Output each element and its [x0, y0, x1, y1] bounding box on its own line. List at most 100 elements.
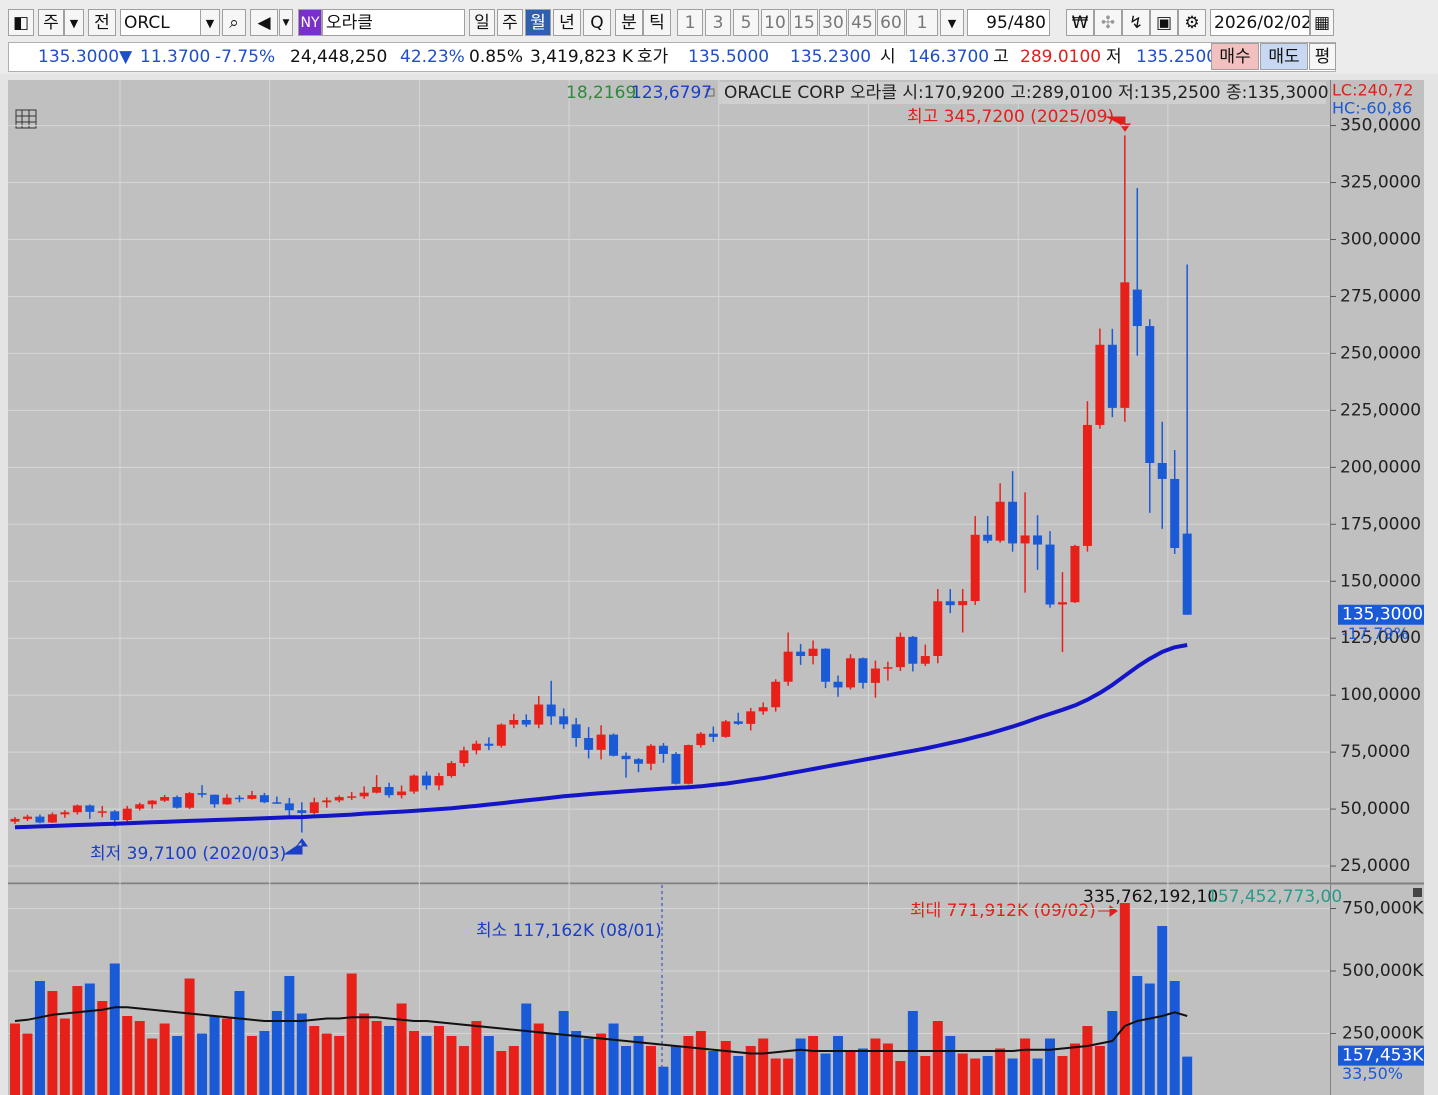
- layout-icon[interactable]: ◧: [8, 9, 34, 36]
- candle-body: [858, 658, 868, 683]
- high-arrow: [1106, 116, 1131, 132]
- name-input[interactable]: 오라클: [322, 9, 465, 36]
- date-input[interactable]: 2026/02/02: [1210, 9, 1310, 36]
- y-tick-label: 325,0000: [1340, 173, 1421, 193]
- prev-button[interactable]: 전: [88, 9, 116, 36]
- candle-body: [758, 707, 768, 712]
- volume-bar: [745, 1046, 756, 1095]
- interval-button[interactable]: 15: [790, 9, 818, 36]
- volume-bar: [770, 1058, 781, 1095]
- period-button[interactable]: 월: [525, 9, 551, 36]
- candle-body: [110, 811, 120, 821]
- volume-header: 157,452,773,00: [1207, 887, 1342, 907]
- candle-body: [845, 658, 855, 688]
- candle-body: [60, 812, 70, 815]
- volume-bar: [571, 1031, 582, 1095]
- candle-body: [696, 733, 706, 746]
- sound-button[interactable]: ◀: [250, 9, 278, 36]
- candle-body: [658, 745, 668, 754]
- period-button[interactable]: 일: [469, 9, 495, 36]
- y2-tick-label: 750,000K: [1342, 899, 1424, 919]
- interval-button[interactable]: 30: [819, 9, 847, 36]
- dropdown[interactable]: ▼: [64, 9, 84, 36]
- min-annotation: 최소 117,162K (08/01): [476, 921, 662, 941]
- volume-bar: [159, 1023, 170, 1095]
- interval-button[interactable]: 10: [761, 9, 789, 36]
- volume-bar: [907, 1011, 918, 1095]
- change: 11.3700: [140, 47, 211, 67]
- grid-icon-lines: [16, 110, 36, 128]
- settings-button[interactable]: ⚙: [1178, 9, 1206, 36]
- last-price-rate: -17,79%: [1342, 624, 1409, 643]
- candle-body: [72, 805, 82, 813]
- y-tick-label: 250,0000: [1340, 343, 1421, 363]
- interval-button[interactable]: 1: [906, 9, 938, 36]
- dropdown[interactable]: ▼: [940, 9, 964, 36]
- volume-bar: [957, 1053, 968, 1095]
- currency-button[interactable]: ₩: [1066, 9, 1094, 36]
- volume-moving-average: [14, 1006, 1188, 1055]
- calendar-button[interactable]: ▦: [1310, 9, 1334, 36]
- period-button[interactable]: 년: [553, 9, 581, 36]
- candle-body: [434, 776, 444, 786]
- symbol-input[interactable]: ORCL: [120, 9, 202, 36]
- volume-bar: [882, 1043, 893, 1095]
- candle-body: [197, 793, 207, 795]
- interval-button[interactable]: 1: [677, 9, 703, 36]
- volume-bar: [1144, 983, 1155, 1095]
- y-tick-label: 350,0000: [1340, 116, 1421, 136]
- interval-button[interactable]: 5: [733, 9, 759, 36]
- volume-bar: [708, 1051, 719, 1095]
- interval-button[interactable]: 3: [705, 9, 731, 36]
- period-button[interactable]: 틱: [643, 9, 671, 36]
- tool-button[interactable]: ↯: [1122, 9, 1150, 36]
- volume-bar: [1119, 903, 1130, 1095]
- interval-button[interactable]: 60: [877, 9, 905, 36]
- volume-bar: [346, 973, 357, 1095]
- candle-body: [920, 655, 930, 664]
- volume-bar: [321, 1033, 332, 1095]
- count-input[interactable]: 95/480: [967, 9, 1050, 36]
- interval-button[interactable]: 45: [848, 9, 876, 36]
- save-button[interactable]: ▣: [1150, 9, 1178, 36]
- period-button[interactable]: Q: [583, 9, 611, 36]
- panel-button[interactable]: [1413, 888, 1422, 897]
- turnover: 0.85%: [469, 47, 524, 67]
- buy-button[interactable]: 매수: [1211, 43, 1259, 70]
- high: 289.0100: [1020, 47, 1102, 67]
- candle-body: [771, 681, 781, 708]
- volume-bar: [334, 1036, 345, 1095]
- volume-bar: [1132, 976, 1143, 1095]
- volume-bar: [409, 1031, 420, 1095]
- tool-button[interactable]: ✣: [1094, 9, 1122, 36]
- last-volume-rate: 33,50%: [1342, 1064, 1403, 1083]
- candle-body: [983, 534, 993, 541]
- volume-bar: [645, 1046, 656, 1095]
- dropdown[interactable]: ▼: [200, 9, 220, 36]
- grid-icon[interactable]: [15, 109, 37, 129]
- sell-button[interactable]: 매도: [1260, 43, 1308, 70]
- market-select[interactable]: 주: [38, 9, 64, 36]
- candle-body: [808, 648, 818, 656]
- search-button[interactable]: ⌕: [222, 9, 246, 36]
- volume-bar: [72, 986, 83, 1095]
- candle-body: [534, 704, 544, 725]
- volume-bar: [783, 1058, 794, 1095]
- volume-bar: [845, 1051, 856, 1095]
- moving-average: [14, 643, 1188, 830]
- volume-bar: [1069, 1043, 1080, 1095]
- period-button[interactable]: 분: [615, 9, 643, 36]
- volume-bar: [22, 1033, 33, 1095]
- avg-button[interactable]: 평: [1309, 43, 1336, 70]
- candle-body: [1120, 282, 1130, 408]
- volume: 24,448,250: [290, 47, 388, 67]
- high-label: 고: [993, 47, 1009, 67]
- candle-body: [484, 743, 494, 746]
- volume-header: 335,762,192,10: [1083, 887, 1218, 907]
- candle-body: [895, 636, 905, 668]
- quote-bar: [8, 42, 1336, 72]
- period-button[interactable]: 주: [497, 9, 523, 36]
- volume-bar: [621, 1046, 632, 1095]
- dropdown[interactable]: ▼: [279, 9, 293, 36]
